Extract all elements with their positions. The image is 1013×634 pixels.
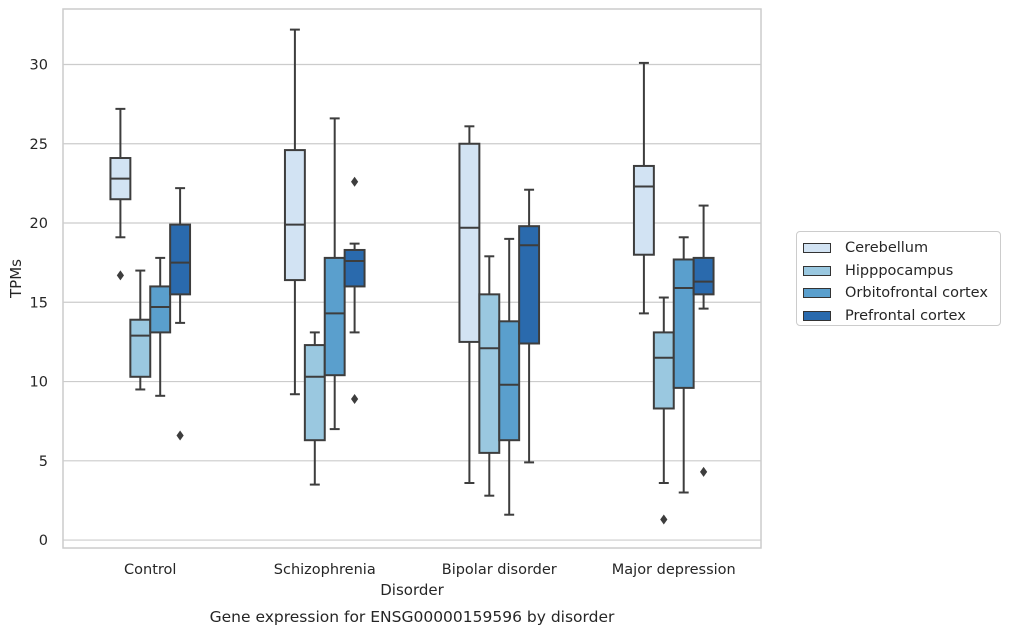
axes: 0 5 10 15 20 25 30 Control Schizophrenia Bipolar … (30, 57, 736, 578)
outlier-point (351, 176, 359, 187)
iqr-box (149, 285, 172, 334)
box-1-1 (303, 331, 326, 486)
box-0-0 (109, 107, 132, 281)
legend-item-orbitofrontal-cortex: Orbitofrontal cortex (803, 282, 1000, 305)
iqr-box (518, 225, 541, 345)
x-tick-label: Schizophrenia (274, 562, 376, 578)
x-axis-label: Disorder (380, 581, 444, 599)
box-1-0 (129, 269, 152, 391)
outlier-point (116, 270, 124, 281)
box-2-2 (498, 237, 521, 516)
iqr-box (672, 258, 695, 389)
legend-label: Hipppocampus (845, 262, 954, 279)
iqr-box (323, 256, 346, 377)
legend-item-hippocampus: Hipppocampus (803, 260, 1000, 283)
box-2-1 (323, 117, 346, 431)
y-tick-label: 25 (30, 137, 48, 153)
legend: Cerebellum Hipppocampus Orbitofrontal co… (796, 231, 1001, 326)
chart-caption: Gene expression for ENSG00000159596 by d… (210, 608, 615, 626)
box-3-2 (518, 188, 541, 464)
outlier-point (700, 466, 708, 477)
y-tick-label: 0 (39, 533, 48, 549)
y-tick-label: 30 (30, 57, 48, 73)
iqr-box (343, 248, 366, 288)
outlier-point (660, 514, 668, 525)
plot-frame (62, 8, 762, 549)
box-3-1 (343, 176, 366, 404)
iqr-box (692, 256, 715, 296)
legend-swatch (803, 265, 831, 276)
y-tick-label: 20 (30, 216, 48, 232)
y-tick-label: 5 (39, 454, 48, 470)
box-2-3 (672, 236, 695, 494)
y-tick-label: 15 (30, 295, 48, 311)
iqr-box (303, 344, 326, 442)
legend-label: Prefrontal cortex (845, 307, 966, 324)
box-0-2 (458, 125, 481, 485)
x-tick-label: Control (124, 562, 176, 578)
iqr-box (169, 223, 192, 296)
x-tick-label: Major depression (612, 562, 736, 578)
box-3-3 (692, 204, 715, 477)
iqr-box (478, 293, 501, 454)
iqr-box (632, 164, 655, 256)
box-2-0 (149, 256, 172, 397)
boxes (109, 28, 715, 525)
box-3-0 (169, 187, 192, 441)
box-1-3 (652, 296, 675, 525)
box-0-1 (283, 28, 306, 396)
iqr-box (129, 318, 152, 378)
y-tick-label: 10 (30, 375, 48, 391)
box-1-2 (478, 255, 501, 497)
legend-swatch (803, 243, 831, 254)
iqr-box (498, 320, 521, 442)
x-tick-label: Bipolar disorder (442, 562, 557, 578)
box-0-3 (632, 61, 655, 315)
legend-label: Orbitofrontal cortex (845, 285, 988, 302)
y-axis-label: TPMs (7, 259, 25, 299)
iqr-box (283, 149, 306, 282)
legend-item-cerebellum: Cerebellum (803, 237, 1000, 260)
legend-swatch (803, 288, 831, 299)
legend-label: Cerebellum (845, 240, 929, 257)
outlier-point (351, 393, 359, 404)
iqr-box (652, 331, 675, 410)
legend-swatch (803, 310, 831, 321)
iqr-box (458, 142, 481, 343)
outlier-point (176, 430, 184, 441)
legend-item-prefrontal-cortex: Prefrontal cortex (803, 305, 1000, 328)
